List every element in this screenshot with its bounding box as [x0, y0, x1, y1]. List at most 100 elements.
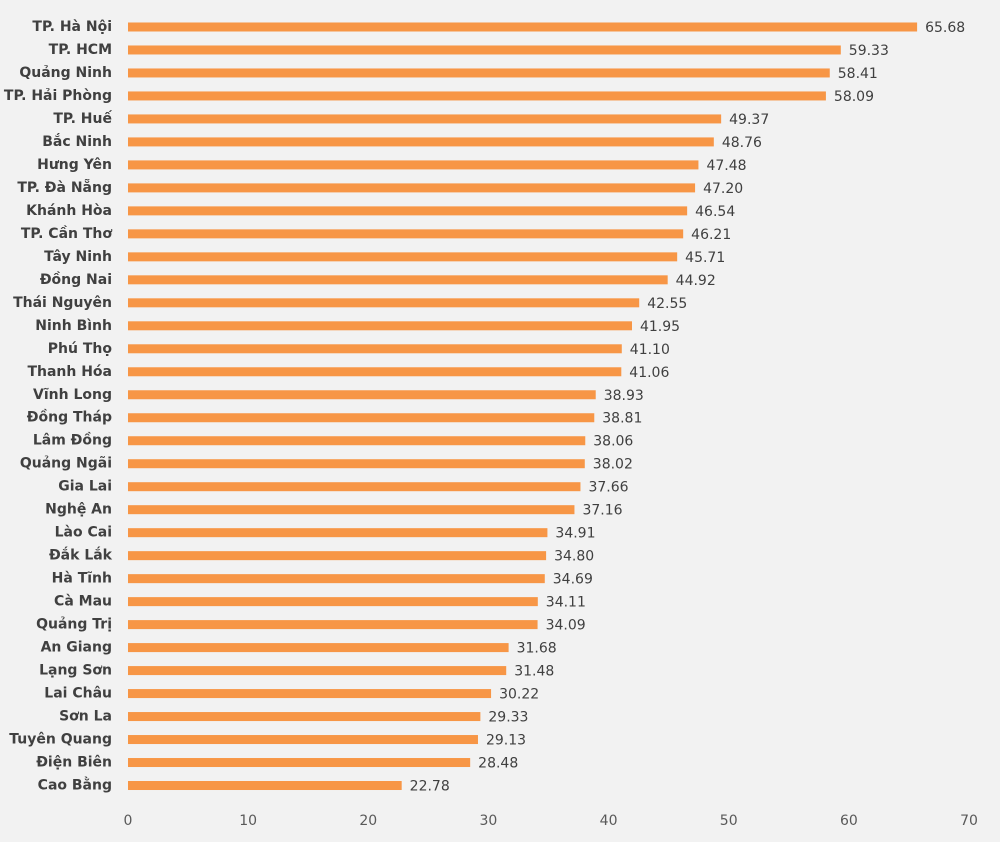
x-tick-label: 0 — [124, 813, 133, 829]
bar — [128, 551, 547, 561]
bar — [128, 114, 722, 124]
bar — [128, 528, 548, 538]
value-label: 47.48 — [706, 158, 746, 174]
bar — [128, 781, 402, 791]
category-label: Lào Cai — [55, 525, 112, 541]
category-label: Bắc Ninh — [42, 133, 112, 150]
category-label: Đồng Nai — [40, 271, 112, 288]
bar — [128, 482, 581, 492]
category-label: Thái Nguyên — [13, 295, 112, 311]
value-label: 22.78 — [410, 779, 450, 795]
bar — [128, 275, 668, 285]
category-label: Cao Bằng — [38, 777, 112, 794]
value-label: 38.81 — [602, 411, 642, 427]
x-tick-label: 30 — [480, 813, 498, 829]
category-label: Vĩnh Long — [33, 387, 112, 403]
value-label: 46.54 — [695, 204, 735, 220]
value-label: 29.13 — [486, 733, 526, 749]
value-label: 34.11 — [546, 595, 586, 611]
bar — [128, 298, 640, 308]
category-label: Gia Lai — [58, 479, 112, 495]
category-label: TP. Hà Nội — [32, 19, 112, 35]
value-label: 29.33 — [488, 710, 528, 726]
value-label: 37.66 — [588, 480, 628, 496]
value-label: 38.02 — [593, 457, 633, 473]
category-label: TP. Huế — [53, 110, 112, 127]
x-tick-label: 10 — [239, 813, 257, 829]
bar — [128, 45, 841, 55]
bar — [128, 620, 538, 630]
category-label: Lai Châu — [44, 686, 112, 702]
bar — [128, 137, 714, 147]
bar — [128, 390, 596, 400]
value-label: 46.21 — [691, 227, 731, 243]
category-label: Hưng Yên — [37, 157, 112, 173]
bar — [128, 758, 471, 768]
category-label: Lạng Sơn — [39, 663, 112, 679]
bar — [128, 413, 595, 423]
value-label: 38.06 — [593, 434, 633, 450]
value-label: 28.48 — [478, 756, 518, 772]
category-label: Ninh Bình — [35, 318, 112, 334]
value-label: 34.09 — [546, 618, 586, 634]
bar — [128, 712, 481, 722]
bar — [128, 183, 696, 193]
category-label: Tuyên Quang — [9, 732, 112, 748]
category-label: TP. HCM — [49, 42, 112, 58]
bar — [128, 597, 538, 607]
value-label: 65.68 — [925, 20, 965, 36]
value-label: 45.71 — [685, 250, 725, 266]
bar — [128, 436, 586, 446]
x-tick-label: 60 — [840, 813, 858, 829]
value-label: 41.95 — [640, 319, 680, 335]
category-label: An Giang — [41, 640, 112, 656]
category-label: Thanh Hóa — [27, 364, 112, 380]
x-tick-label: 50 — [720, 813, 738, 829]
category-label: Quảng Ninh — [19, 65, 112, 81]
bar — [128, 160, 699, 170]
category-label: Khánh Hòa — [26, 203, 112, 219]
bar — [128, 666, 507, 676]
category-label: Điện Biên — [36, 755, 112, 771]
bar — [128, 643, 509, 653]
bar — [128, 367, 622, 377]
bar — [128, 505, 575, 515]
value-label: 41.10 — [630, 342, 670, 358]
category-label: TP. Hải Phòng — [4, 88, 112, 104]
value-label: 34.91 — [555, 526, 595, 542]
category-label: Quảng Ngãi — [20, 456, 112, 472]
category-label: Tây Ninh — [44, 249, 112, 265]
value-label: 31.68 — [517, 641, 557, 657]
bar — [128, 574, 545, 584]
category-label: TP. Đà Nẵng — [17, 179, 112, 196]
bar — [128, 68, 830, 78]
category-label: Nghệ An — [45, 502, 112, 518]
value-label: 42.55 — [647, 296, 687, 312]
value-label: 58.41 — [838, 66, 878, 82]
value-label: 58.09 — [834, 89, 874, 105]
bar — [128, 459, 585, 469]
category-label: Lâm Đồng — [33, 432, 112, 449]
value-label: 41.06 — [629, 365, 669, 381]
category-label: Phú Thọ — [48, 341, 113, 357]
category-label: TP. Cần Thơ — [21, 225, 113, 242]
category-label: Quảng Trị — [36, 617, 112, 633]
value-label: 38.93 — [604, 388, 644, 404]
value-label: 59.33 — [849, 43, 889, 59]
bar — [128, 344, 622, 354]
x-tick-label: 70 — [960, 813, 978, 829]
category-label: Sơn La — [59, 709, 112, 725]
category-label: Cà Mau — [54, 594, 112, 610]
bar — [128, 22, 918, 32]
bar — [128, 735, 478, 745]
bar — [128, 229, 684, 239]
bar — [128, 206, 688, 216]
bar — [128, 321, 632, 331]
category-label: Đồng Tháp — [27, 409, 112, 426]
value-label: 30.22 — [499, 687, 539, 703]
value-label: 49.37 — [729, 112, 769, 128]
bar — [128, 91, 826, 101]
value-label: 34.69 — [553, 572, 593, 588]
